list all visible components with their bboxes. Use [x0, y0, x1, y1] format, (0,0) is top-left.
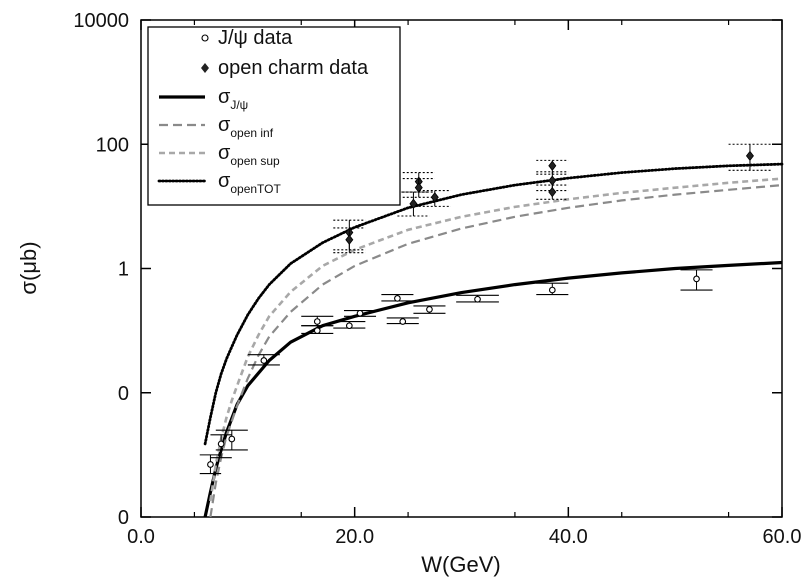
circle-marker — [394, 295, 401, 302]
legend-box — [147, 26, 401, 206]
jpsi-point — [210, 434, 232, 459]
circle-marker — [207, 461, 214, 468]
legend-item: J/ψ data — [201, 27, 293, 49]
open-charm-point — [536, 184, 569, 200]
jpsi-point — [386, 317, 419, 325]
legend-item: open charm data — [201, 57, 369, 79]
diamond-marker — [548, 186, 557, 198]
legend-circle-swatch — [201, 34, 209, 42]
circle-marker — [313, 318, 321, 325]
y-tick-label: 100 — [96, 134, 129, 156]
circle-marker — [548, 286, 556, 294]
jpsi-point — [413, 305, 446, 314]
jpsi-point — [536, 282, 569, 296]
legend-label-subscript: open inf — [230, 126, 273, 140]
jpsi-point — [456, 294, 499, 303]
x-tick-label: 40.0 — [549, 526, 588, 548]
series-line — [209, 184, 783, 518]
open-charm-point — [728, 143, 772, 171]
y-tick-label: 1 — [118, 259, 129, 281]
diamond-marker — [414, 182, 423, 193]
diamond-marker — [745, 150, 754, 162]
diamond-marker — [430, 192, 439, 203]
open-charm-point — [418, 189, 451, 207]
model-curves — [203, 162, 784, 518]
circle-marker — [217, 440, 225, 448]
diamond-marker — [548, 175, 557, 186]
jpsi-point — [247, 354, 280, 366]
circle-marker — [474, 295, 481, 303]
circle-marker — [228, 435, 236, 443]
x-tick-label: 60.0 — [763, 526, 802, 548]
series-line — [203, 260, 783, 518]
y-tick-label: 0 — [118, 507, 129, 529]
jpsi-point — [333, 320, 366, 330]
x-axis-label: W(GeV) — [421, 552, 500, 577]
circle-marker — [313, 327, 321, 334]
data-points — [199, 143, 772, 475]
diamond-marker — [409, 198, 418, 209]
open-charm-point — [333, 227, 366, 254]
circle-marker — [426, 306, 433, 313]
series-line — [209, 177, 783, 502]
jpsi-point — [301, 325, 334, 335]
x-tick-label: 20.0 — [335, 526, 374, 548]
diamond-marker — [548, 160, 557, 171]
legend-label-subscript: J/ψ — [230, 98, 248, 112]
series-line — [203, 162, 784, 446]
circle-marker — [693, 275, 700, 283]
circle-marker — [345, 322, 353, 330]
legend-label-subscript: openTOT — [230, 182, 281, 196]
y-axis-label: σ(μb) — [16, 241, 41, 294]
legend-label-subscript: open sup — [230, 154, 280, 168]
circle-marker — [356, 309, 364, 317]
open-charm-point — [402, 178, 435, 198]
circle-marker — [399, 318, 407, 325]
jpsi-point — [215, 429, 248, 451]
circle-marker — [260, 357, 268, 364]
legend-diamond-swatch — [201, 63, 209, 73]
jpsi-point — [343, 309, 377, 317]
jpsi-point — [381, 294, 414, 302]
jpsi-point — [680, 269, 713, 291]
x-tick-label: 0.0 — [127, 526, 155, 548]
y-tick-label: 0 — [118, 383, 129, 405]
y-tick-label: 10000 — [73, 10, 129, 32]
legend-label: open charm data — [218, 57, 369, 79]
diamond-marker — [345, 234, 354, 245]
legend-label: J/ψ data — [218, 27, 293, 49]
